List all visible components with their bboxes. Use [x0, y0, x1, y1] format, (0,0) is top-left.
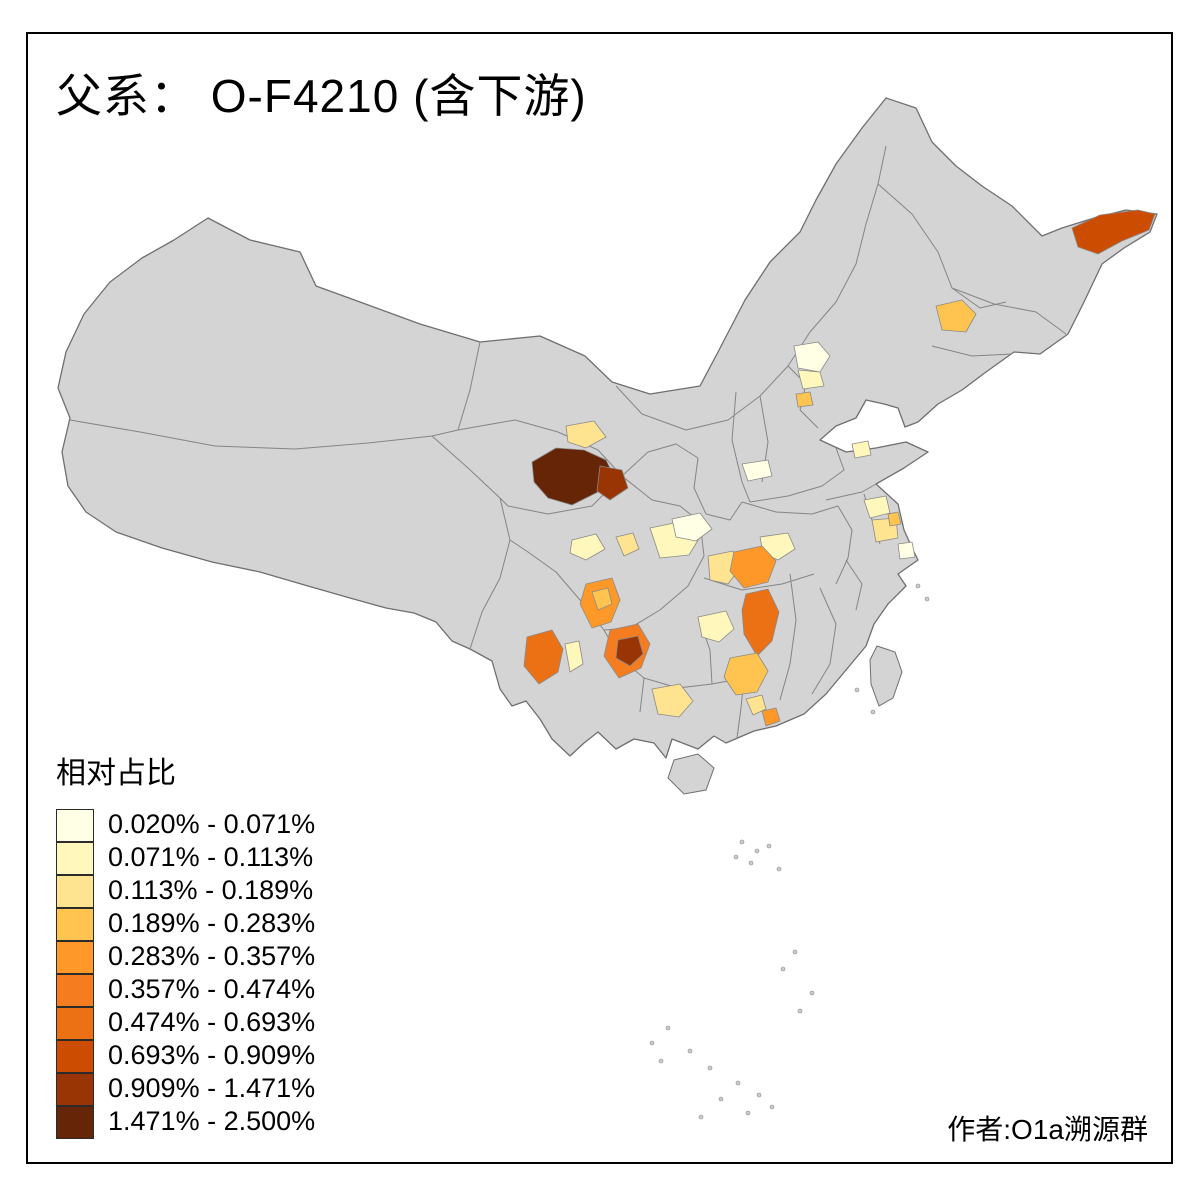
map-region	[897, 541, 916, 560]
map-region	[697, 610, 735, 643]
map-region	[797, 369, 825, 390]
legend-swatch	[56, 1072, 94, 1106]
map-region	[565, 420, 607, 449]
legend-swatch	[56, 940, 94, 974]
legend-bin-label: 0.189% - 0.283%	[108, 908, 316, 938]
legend-bin-label: 0.474% - 0.693%	[108, 1007, 316, 1037]
map-region	[793, 341, 831, 373]
map-region	[651, 683, 694, 718]
map-region	[887, 511, 902, 527]
legend-bin-label: 0.020% - 0.071%	[108, 809, 316, 839]
map-region	[745, 694, 767, 716]
legend-bin-label: 1.471% - 2.500%	[108, 1106, 316, 1136]
legend-swatch	[56, 808, 94, 842]
map-region	[569, 533, 606, 561]
legend-swatch	[56, 907, 94, 941]
highlight-regions	[523, 209, 1156, 727]
legend-bin-label: 0.071% - 0.113%	[108, 842, 314, 872]
legend-bin-label: 0.693% - 0.909%	[108, 1040, 316, 1070]
south-china-sea-islands	[649, 583, 930, 1120]
map-region	[523, 629, 564, 685]
legend-row: 1.471% - 2.500%	[56, 1105, 316, 1139]
author-credit: 作者:O1a溯源群	[947, 1114, 1148, 1145]
hainan-island	[667, 753, 715, 795]
map-region	[851, 440, 872, 459]
map-region	[564, 640, 584, 673]
legend-row: 0.020% - 0.071%	[56, 808, 316, 842]
legend-row: 0.909% - 1.471%	[56, 1072, 316, 1106]
map-region	[671, 512, 713, 542]
map-region	[761, 707, 781, 727]
legend-row: 0.071% - 0.113%	[56, 841, 315, 875]
legend-row: 0.357% - 0.474%	[56, 973, 316, 1007]
map-region	[863, 495, 891, 519]
map-region	[795, 391, 814, 408]
legend-row: 0.474% - 0.693%	[56, 1006, 316, 1040]
legend-row: 0.693% - 0.909%	[56, 1039, 316, 1073]
legend-bin-label: 0.283% - 0.357%	[108, 941, 316, 971]
legend: 相对占比 0.020% - 0.071% 0.071% - 0.113% 0.1…	[56, 748, 316, 1139]
legend-row: 0.113% - 0.189%	[56, 874, 315, 908]
map-region	[1071, 209, 1156, 255]
legend-bin-label: 0.357% - 0.474%	[108, 974, 316, 1004]
map-region	[615, 532, 640, 557]
map-title: 父系： O-F4210 (含下游)	[56, 70, 587, 122]
legend-swatch	[56, 973, 94, 1007]
map-region	[729, 545, 777, 589]
legend-swatch	[56, 1006, 94, 1040]
map-region	[741, 459, 773, 482]
legend-bin-label: 0.909% - 1.471%	[108, 1073, 316, 1103]
legend-bin-label: 0.113% - 0.189%	[108, 875, 314, 905]
map-region	[615, 635, 644, 667]
taiwan-island	[869, 645, 903, 707]
legend-swatch	[56, 874, 94, 908]
legend-swatch	[56, 1039, 94, 1073]
map-region	[596, 465, 629, 501]
map-region	[723, 652, 769, 696]
legend-swatch	[56, 841, 94, 875]
legend-row: 0.189% - 0.283%	[56, 907, 316, 941]
map-region	[935, 299, 977, 333]
map-region	[591, 587, 613, 611]
legend-swatch	[56, 1105, 94, 1139]
legend-title: 相对占比	[56, 757, 176, 790]
map-region	[741, 588, 780, 657]
legend-row: 0.283% - 0.357%	[56, 940, 316, 974]
